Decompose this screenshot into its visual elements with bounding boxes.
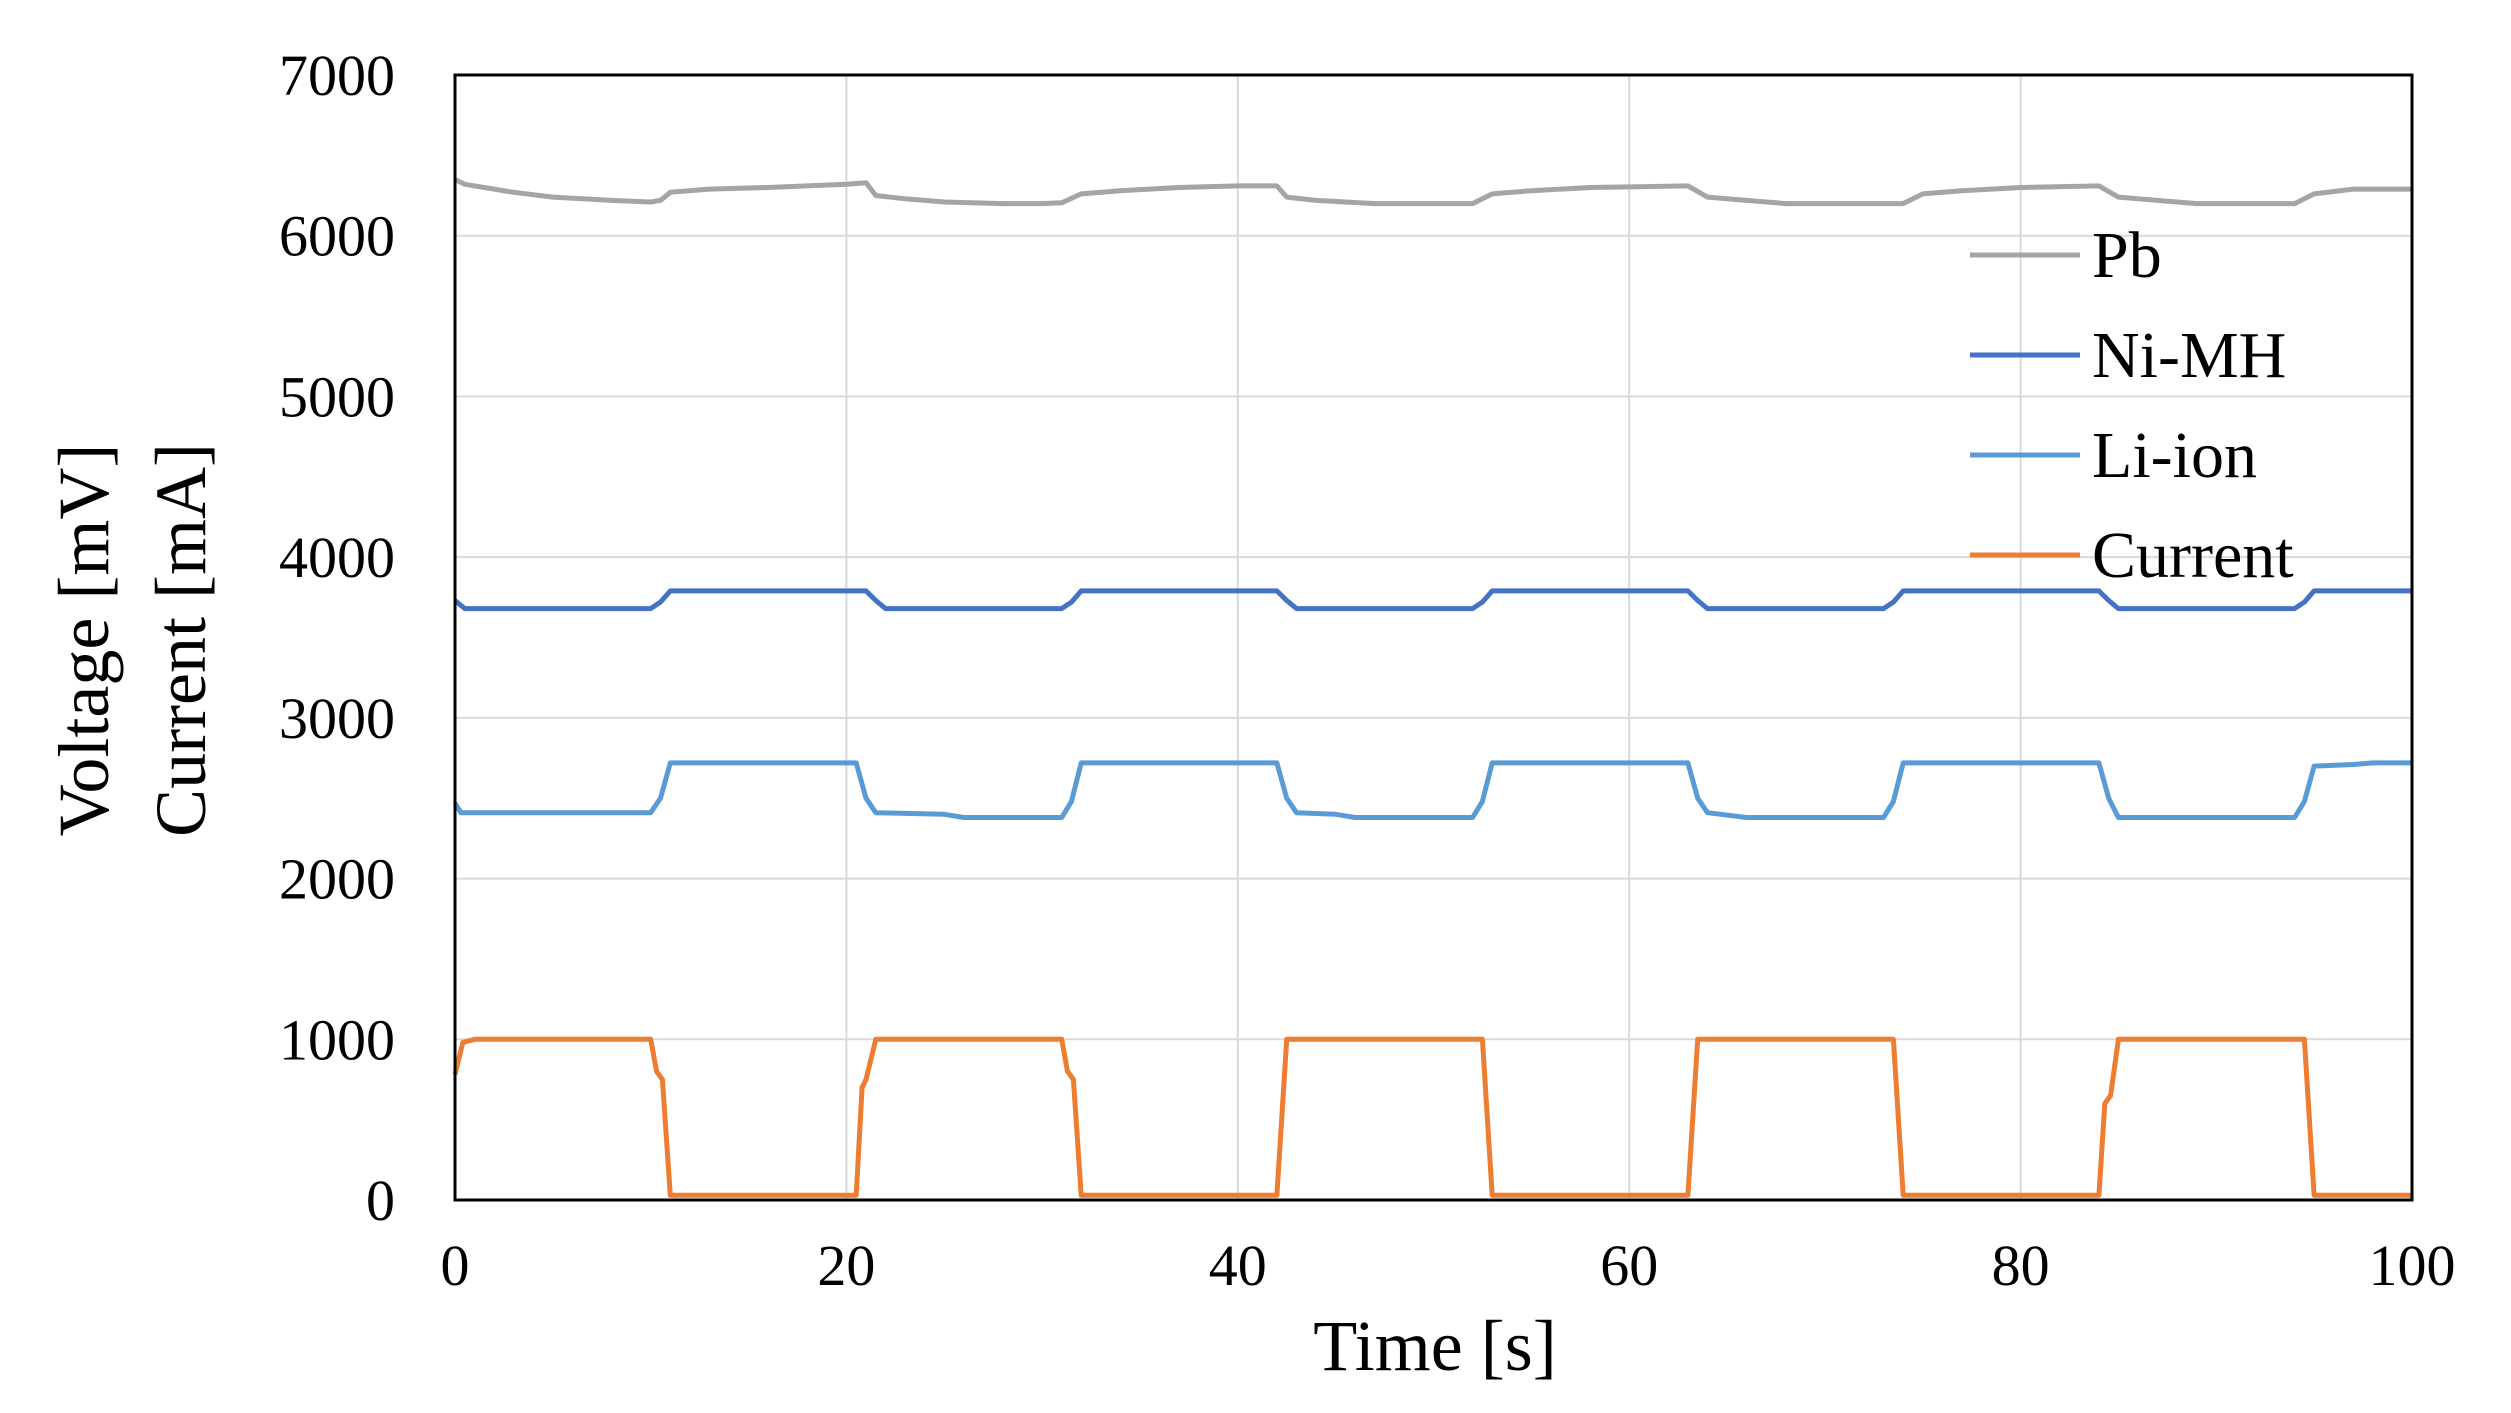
y-tick-label: 1000 <box>279 1007 395 1072</box>
x-tick-labels: 0 20 40 60 80 100 <box>441 1233 2456 1298</box>
series-line-current <box>452 1036 2412 1198</box>
y-tick-label: 0 <box>366 1168 395 1233</box>
legend-label: Li-ion <box>2092 419 2257 492</box>
legend-label: Pb <box>2092 219 2162 292</box>
x-tick-label: 40 <box>1209 1233 1267 1298</box>
x-tick-label: 60 <box>1600 1233 1658 1298</box>
y-tick-label: 7000 <box>279 43 395 108</box>
y-tick-label: 5000 <box>279 364 395 429</box>
y-tick-label: 4000 <box>279 525 395 590</box>
series-line-li-ion <box>452 760 2412 820</box>
legend-label: Ni-MH <box>2092 319 2286 392</box>
y-tick-label: 3000 <box>279 686 395 751</box>
legend: Pb Ni-MH Li-ion Current <box>1970 219 2294 592</box>
x-tick-label: 0 <box>441 1233 470 1298</box>
legend-label: Current <box>2092 519 2294 592</box>
series-line-pb <box>453 177 2412 207</box>
y-tick-labels: 0 1000 2000 3000 4000 5000 6000 7000 <box>279 43 395 1233</box>
x-tick-label: 20 <box>817 1233 875 1298</box>
series-line-ni-mh <box>453 588 2412 612</box>
x-tick-label: 80 <box>1992 1233 2050 1298</box>
y-axis-label-voltage: Voltage [mV] <box>44 444 124 837</box>
plot-frame <box>453 73 2414 1202</box>
y-tick-label: 6000 <box>279 204 395 269</box>
x-tick-label: 100 <box>2369 1233 2456 1298</box>
x-axis-label: Time [s] <box>1313 1306 1556 1386</box>
series-group <box>452 177 2412 1198</box>
y-tick-label: 2000 <box>279 847 395 912</box>
y-axis-label-current: Current [mA] <box>141 443 221 837</box>
